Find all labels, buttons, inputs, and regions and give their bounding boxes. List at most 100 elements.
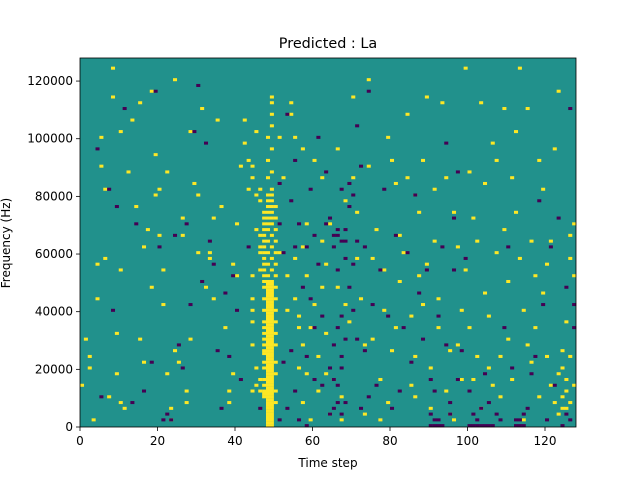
x-tick-label: 80 (382, 434, 397, 448)
heatmap-cell-dark (417, 291, 422, 295)
heatmap-cell-dark (390, 406, 395, 410)
heatmap-cell-dark (331, 343, 336, 347)
heatmap-cell-bright (324, 262, 329, 266)
heatmap-cell-bright (490, 141, 495, 145)
heatmap-cell-bright (157, 233, 162, 237)
heatmap-cell-bright (266, 216, 271, 220)
heatmap-cell-dark (494, 412, 499, 416)
heatmap-cell-bright (266, 354, 271, 358)
heatmap-cell-bright (269, 326, 274, 330)
heatmap-cell-bright (266, 375, 271, 379)
heatmap-cell-bright (452, 418, 457, 422)
heatmap-cell-bright (262, 285, 267, 289)
heatmap-cell-dark (436, 314, 441, 318)
heatmap-cell-dark (335, 233, 340, 237)
heatmap-cell-dark (304, 245, 309, 249)
heatmap-cell-dark (328, 412, 333, 416)
heatmap-cell-bright (300, 401, 305, 405)
heatmap-cell-bright (316, 389, 321, 393)
heatmap-cell-bright (266, 291, 271, 295)
heatmap-cell-bright (262, 279, 267, 284)
heatmap-cell-dark (200, 279, 205, 284)
heatmap-cell-dark (424, 268, 429, 272)
heatmap-cell-bright (463, 268, 468, 272)
heatmap-cell-bright (262, 343, 267, 347)
heatmap-cell-dark (122, 107, 127, 111)
heatmap-cell-dark (413, 193, 418, 197)
heatmap-cell-dark (455, 170, 460, 174)
heatmap-cell-bright (269, 421, 274, 425)
heatmap-cell-dark (440, 424, 445, 428)
heatmap-cell-dark (293, 389, 298, 393)
heatmap-cell-bright (142, 360, 147, 364)
heatmap-cell-bright (266, 418, 271, 422)
heatmap-cell-dark (452, 216, 457, 220)
heatmap-cell-bright (250, 297, 255, 301)
heatmap-cell-bright (266, 401, 271, 405)
heatmap-cell-bright (510, 377, 515, 382)
heatmap-cell-dark (552, 383, 557, 387)
heatmap-cell-bright (269, 291, 274, 295)
heatmap-cell-dark (219, 406, 224, 410)
heatmap-cell-bright (196, 193, 201, 197)
heatmap-cell-bright (266, 205, 271, 209)
heatmap-cell-dark (397, 389, 402, 393)
heatmap-cell-bright (273, 285, 278, 289)
heatmap-cell-dark (343, 228, 348, 232)
heatmap-cell-bright (269, 380, 274, 384)
heatmap-cell-dark (223, 291, 228, 295)
heatmap-cell-dark (347, 205, 352, 209)
heatmap-cell-bright (471, 216, 476, 220)
heatmap-cell-bright (266, 380, 271, 384)
heatmap-cell-dark (114, 205, 119, 209)
heatmap-cell-bright (266, 199, 271, 203)
heatmap-cell-bright (165, 170, 170, 174)
heatmap-cell-bright (413, 395, 418, 399)
heatmap-cell-bright (269, 256, 274, 260)
heatmap-cell-bright (238, 164, 243, 168)
heatmap-cell-dark (467, 389, 472, 393)
heatmap-cell-bright (269, 317, 274, 321)
heatmap-cell-bright (467, 326, 472, 330)
heatmap-cell-bright (560, 406, 565, 410)
heatmap-cell-dark (440, 245, 445, 249)
heatmap-cell-bright (455, 245, 460, 249)
heatmap-cell-bright (262, 366, 267, 370)
heatmap-cell-dark (351, 262, 356, 266)
heatmap-cell-bright (262, 360, 267, 364)
heatmap-cell-bright (262, 251, 267, 255)
heatmap-cell-bright (390, 158, 395, 162)
y-tick-label: 80000 (35, 189, 73, 203)
heatmap-cell-bright (269, 187, 274, 191)
heatmap-cell-bright (269, 406, 274, 410)
heatmap-cell-bright (269, 337, 274, 341)
heatmap-cell-bright (386, 401, 391, 405)
heatmap-cell-dark (514, 424, 519, 428)
heatmap-cell-bright (235, 274, 240, 278)
heatmap-cell-dark (374, 383, 379, 387)
heatmap-cell-bright (335, 285, 340, 289)
heatmap-cell-bright (269, 297, 274, 301)
heatmap-cell-bright (269, 349, 274, 353)
heatmap-cell-bright (506, 337, 511, 341)
heatmap-cell-bright (262, 320, 267, 324)
heatmap-cell-bright (533, 274, 538, 278)
x-tick-label: 120 (534, 434, 557, 448)
heatmap-cell-bright (161, 268, 166, 272)
heatmap-cell-bright (312, 158, 317, 162)
heatmap-cell-bright (173, 78, 178, 82)
heatmap-cell-bright (266, 424, 271, 428)
heatmap-cell-bright (444, 176, 449, 180)
heatmap-cell-bright (393, 326, 398, 330)
heatmap-cell-bright (200, 107, 205, 111)
heatmap-cell-bright (424, 95, 429, 99)
heatmap-cell-bright (95, 262, 100, 266)
heatmap-cell-bright (273, 216, 278, 220)
heatmap-cell-bright (269, 147, 274, 151)
heatmap-cell-dark (405, 251, 410, 255)
heatmap-cell-dark (568, 107, 573, 111)
heatmap-cell-dark (343, 401, 348, 405)
heatmap-cell-dark (572, 303, 577, 307)
y-axis-label: Frequency (Hz) (0, 198, 13, 289)
heatmap-cell-dark (339, 366, 344, 370)
